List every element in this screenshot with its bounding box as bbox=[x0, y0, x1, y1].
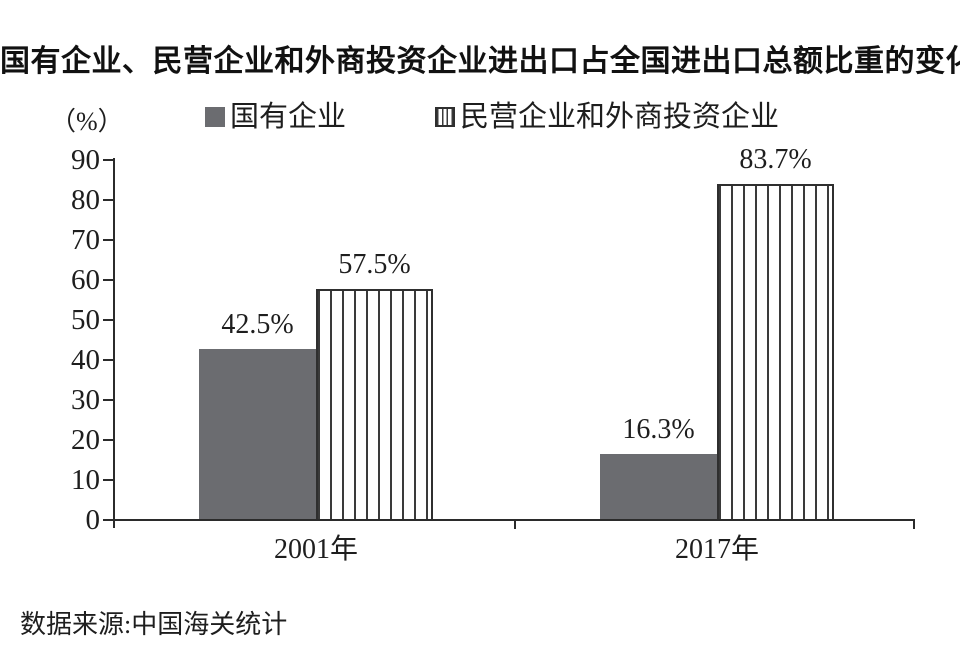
y-tick bbox=[103, 239, 113, 241]
y-axis-unit-label: （%） bbox=[50, 107, 124, 136]
striped-swatch-icon bbox=[435, 107, 455, 127]
legend-item-private-foreign: 民营企业和外商投资企业 bbox=[435, 100, 779, 134]
y-tick bbox=[103, 359, 113, 361]
y-tick-label: 60 bbox=[71, 264, 100, 296]
y-tick-label: 90 bbox=[71, 144, 100, 176]
bar-value-label: 42.5% bbox=[221, 309, 294, 340]
y-tick bbox=[103, 319, 113, 321]
y-tick-label: 30 bbox=[71, 384, 100, 416]
y-tick bbox=[103, 439, 113, 441]
source-note: 数据来源:中国海关统计 bbox=[20, 610, 288, 639]
y-tick-label: 40 bbox=[71, 344, 100, 376]
y-tick bbox=[103, 399, 113, 401]
legend-item-label: 国有企业 bbox=[230, 101, 347, 133]
y-tick-label: 50 bbox=[71, 304, 100, 336]
y-tick-label: 20 bbox=[71, 424, 100, 456]
bar-value-label: 16.3% bbox=[622, 413, 695, 445]
bar-striped bbox=[316, 289, 433, 519]
y-tick-label: 70 bbox=[71, 224, 100, 256]
y-tick bbox=[103, 199, 113, 201]
legend-item-label: 民营企业和外商投资企业 bbox=[460, 101, 780, 133]
y-tick-label: 10 bbox=[71, 464, 100, 496]
bar-solid bbox=[600, 453, 717, 519]
bar-value-label: 57.5% bbox=[338, 249, 411, 280]
category-label: 2001年 bbox=[273, 534, 358, 565]
y-tick-label: 0 bbox=[85, 504, 101, 536]
y-tick bbox=[103, 519, 113, 521]
y-tick bbox=[103, 479, 113, 481]
x-tick bbox=[513, 519, 516, 529]
y-axis-line bbox=[113, 158, 115, 528]
solid-swatch-icon bbox=[205, 107, 225, 127]
x-tick bbox=[913, 519, 915, 529]
legend-item-state-owned: 国有企业 bbox=[205, 100, 346, 134]
y-tick-label: 80 bbox=[71, 184, 100, 216]
bar-value-label: 83.7% bbox=[739, 144, 812, 176]
y-tick bbox=[103, 279, 113, 281]
chart-title: 国有企业、民营企业和外商投资企业进出口占全国进出口总额比重的变化 bbox=[0, 45, 960, 78]
y-tick bbox=[103, 159, 113, 161]
category-label: 2017年 bbox=[674, 534, 759, 565]
bar-striped bbox=[717, 184, 834, 519]
bar-solid bbox=[199, 349, 316, 519]
